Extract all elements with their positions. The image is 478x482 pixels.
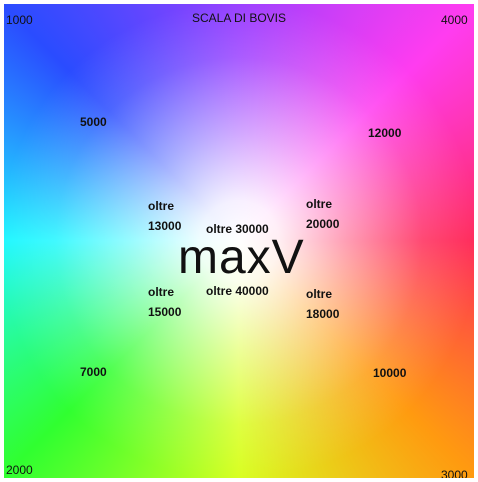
scale-label: 5000 <box>80 112 107 132</box>
label-line: 20000 <box>306 217 340 231</box>
label-line: oltre <box>148 199 175 213</box>
corner-label: 3000 <box>441 468 468 478</box>
label-line: oltre <box>306 197 333 211</box>
label-line: oltre 40000 <box>206 284 269 298</box>
scale-label: 12000 <box>368 123 401 143</box>
corner-label: 1000 <box>6 13 33 27</box>
bovis-scale: SCALA DI BOVIS maxV 1000 4000 2000 3000 5000… <box>4 4 474 478</box>
label-line: oltre 30000 <box>206 222 269 236</box>
label-line: oltre <box>148 285 175 299</box>
label-line: 15000 <box>148 305 182 319</box>
label-line: 13000 <box>148 219 182 233</box>
scale-label: oltre 20000 <box>306 194 339 234</box>
label-line: 5000 <box>80 115 107 129</box>
scale-label: oltre 18000 <box>306 284 339 324</box>
corner-label: 2000 <box>6 463 33 477</box>
label-line: 18000 <box>306 307 340 321</box>
corner-label: 4000 <box>441 13 468 27</box>
scale-label: 7000 <box>80 362 107 382</box>
scale-label: 10000 <box>373 363 406 383</box>
label-line: 10000 <box>373 366 407 380</box>
scale-label: oltre 13000 <box>148 196 181 236</box>
label-line: 12000 <box>368 126 402 140</box>
label-line: 7000 <box>80 365 107 379</box>
logo: maxV <box>178 231 305 284</box>
scale-label: oltre 30000 <box>206 219 269 239</box>
scale-label: oltre 40000 <box>206 281 269 301</box>
title: SCALA DI BOVIS <box>191 11 287 25</box>
scale-label: oltre 15000 <box>148 282 181 322</box>
label-line: oltre <box>306 287 333 301</box>
